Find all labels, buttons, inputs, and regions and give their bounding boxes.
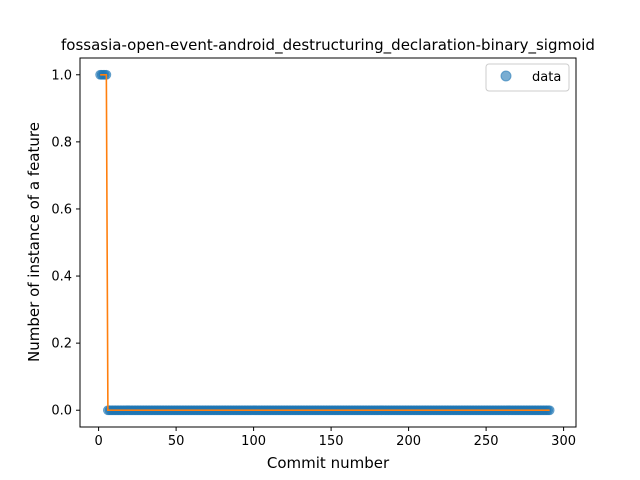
- plot-frame: [79, 57, 577, 428]
- x-axis: 0 50 100 150 200 250 300: [94, 427, 576, 449]
- y-tick-label: 0.8: [51, 135, 72, 150]
- y-tick-label: 0.4: [51, 270, 72, 285]
- y-axis: 0.0 0.2 0.4 0.6 0.8 1.0: [51, 68, 80, 419]
- legend-marker: [500, 70, 512, 82]
- legend: data: [485, 63, 570, 92]
- x-tick-label: 150: [319, 434, 344, 449]
- y-tick-label: 0.2: [51, 337, 72, 352]
- plot-area: [95, 69, 555, 416]
- x-tick-label: 300: [551, 434, 576, 449]
- y-tick-label: 1.0: [51, 68, 72, 83]
- legend-label-data: data: [532, 70, 561, 85]
- y-axis-label: Number of instance of a feature: [25, 122, 43, 362]
- x-tick-label: 0: [94, 434, 102, 449]
- x-tick-label: 100: [241, 434, 266, 449]
- x-axis-label: Commit number: [267, 454, 390, 472]
- y-tick-label: 0.0: [51, 404, 72, 419]
- fit-line: [100, 73, 550, 412]
- x-tick-label: 50: [168, 434, 185, 449]
- x-tick-label: 200: [396, 434, 421, 449]
- x-tick-label: 250: [474, 434, 499, 449]
- y-tick-label: 0.6: [51, 202, 72, 217]
- chart-title: fossasia-open-event-android_destructurin…: [61, 36, 595, 55]
